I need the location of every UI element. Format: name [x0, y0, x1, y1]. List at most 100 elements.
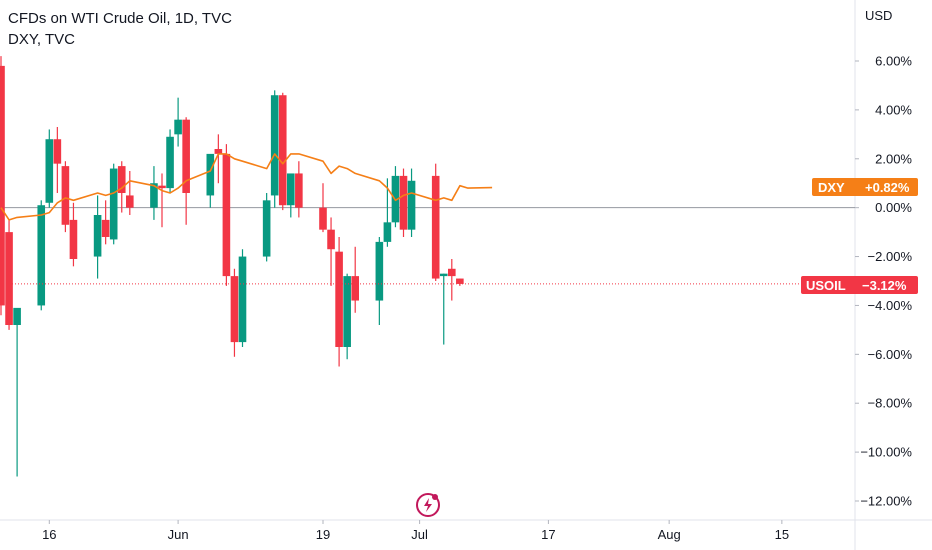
candle-body — [448, 268, 456, 277]
x-tick-label: 19 — [316, 527, 330, 542]
candle — [287, 173, 295, 218]
candle — [456, 278, 464, 286]
lightning-logo-icon[interactable] — [416, 493, 440, 517]
y-tick-label: −4.00% — [868, 298, 913, 313]
candle — [399, 168, 408, 237]
x-tick-label: Jun — [168, 527, 189, 542]
chart-title: CFDs on WTI Crude Oil, 1D, TVC — [8, 10, 232, 27]
candle — [45, 129, 54, 208]
candle — [5, 219, 13, 330]
candle — [0, 56, 5, 316]
candle — [109, 163, 118, 245]
candle — [335, 237, 343, 367]
candle — [126, 171, 134, 215]
candle — [166, 129, 174, 193]
candle-body — [270, 95, 279, 196]
candle-body — [375, 241, 384, 301]
x-tick-label: Jul — [411, 527, 428, 542]
dxy-series — [0, 153, 493, 221]
candle — [61, 161, 70, 233]
candle — [262, 193, 271, 262]
candle — [150, 166, 158, 220]
y-tick-label: 0.00% — [875, 200, 912, 215]
candle-body — [13, 307, 21, 325]
candle-body — [109, 168, 118, 240]
candle-body — [206, 153, 215, 196]
candle-body — [431, 175, 440, 279]
axis-currency-label: USD — [865, 8, 892, 23]
candle-body — [45, 139, 54, 203]
candle-body — [327, 229, 335, 250]
y-tick-label: −8.00% — [868, 396, 913, 411]
dxy-badge-background — [812, 178, 918, 196]
price-axis[interactable]: USD 6.00% 4.00% 2.00% 0.00% −2.00% −4.00% −6.0… — [855, 8, 912, 509]
usoil-badge-background — [801, 276, 918, 294]
candle-body — [0, 65, 5, 306]
candle — [37, 200, 46, 311]
candle — [375, 237, 384, 325]
candle-body — [150, 183, 158, 208]
candle-body — [407, 180, 416, 230]
candle-body — [399, 175, 408, 230]
candle-body — [117, 166, 126, 193]
price-badges: DXY +0.82% USOIL −3.12% — [801, 178, 918, 294]
dxy-badge: DXY +0.82% — [812, 178, 918, 196]
plot-background — [0, 0, 855, 520]
candle-body — [287, 173, 295, 206]
candle — [431, 163, 440, 281]
candle — [407, 168, 416, 237]
y-tick-label: 2.00% — [875, 151, 912, 166]
candle-body — [439, 273, 448, 277]
candle — [270, 90, 279, 208]
candle — [69, 202, 78, 267]
usoil-badge-value: −3.12% — [862, 278, 907, 293]
candle — [13, 307, 21, 477]
candle — [101, 200, 110, 245]
x-tick-label: 15 — [775, 527, 789, 542]
usoil-badge-symbol: USOIL — [806, 278, 846, 293]
candle — [158, 173, 166, 228]
time-axis[interactable]: 16 Jun 19 Jul 17 Aug 15 — [42, 520, 789, 542]
candle-body — [158, 185, 166, 189]
candle-body — [5, 232, 13, 325]
candle — [174, 97, 182, 147]
candle-body — [37, 205, 46, 306]
y-tick-label: −6.00% — [868, 347, 913, 362]
candle — [278, 92, 287, 211]
candle — [222, 144, 231, 286]
candle — [93, 195, 102, 279]
candle — [182, 117, 190, 225]
candle-body — [335, 251, 343, 347]
candle — [238, 249, 247, 347]
candle-body — [351, 276, 359, 301]
dxy-badge-symbol: DXY — [818, 180, 845, 195]
candle-body — [295, 173, 303, 208]
candle-body — [126, 195, 134, 208]
y-tick-label: 6.00% — [875, 54, 912, 69]
candle — [448, 259, 456, 301]
candle-body — [230, 276, 239, 343]
candle — [295, 161, 303, 218]
candle-body — [262, 200, 271, 257]
candle-body — [278, 95, 287, 206]
candle — [439, 273, 448, 345]
candle — [53, 127, 62, 193]
candle — [117, 161, 126, 213]
candle-body — [53, 139, 62, 164]
candle-body — [214, 149, 223, 154]
candle-body — [182, 119, 190, 193]
candle-body — [238, 256, 247, 343]
dxy-badge-value: +0.82% — [865, 180, 910, 195]
candle — [214, 134, 223, 184]
candle — [343, 273, 351, 360]
secondary-series-label: DXY, TVC — [8, 31, 75, 48]
candle-body — [319, 207, 327, 230]
candle-body — [61, 166, 70, 225]
candle-body — [93, 215, 102, 257]
y-tick-label: −2.00% — [868, 249, 913, 264]
x-tick-label: 16 — [42, 527, 56, 542]
y-tick-label: −12.00% — [860, 494, 912, 509]
usoil-candles — [0, 56, 855, 477]
